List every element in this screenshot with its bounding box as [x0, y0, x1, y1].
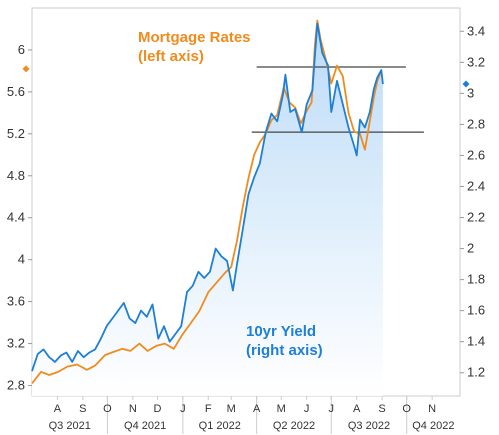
annotations: Mortgage Rates (left axis) 10yr Yield (righ…: [138, 29, 323, 359]
right-tick-label: 3.4: [467, 23, 485, 38]
month-label: F: [205, 403, 212, 415]
month-label: S: [79, 403, 86, 415]
month-label: O: [402, 403, 411, 415]
month-label: A: [353, 403, 361, 415]
tick-labels: 6 5.6 5.2 4.8 4.4 4 3.6 3.2 2.8 3.4 3.2 3 2.8 2.6 2.4 2…: [7, 23, 485, 432]
yield-area: [32, 23, 383, 396]
quarter-label: Q2 2022: [273, 420, 315, 432]
quarter-label: Q1 2022: [199, 420, 241, 432]
left-tick-label: 5.2: [7, 126, 25, 141]
mortgage-line: [31, 19, 383, 384]
left-tick-label: 4: [18, 252, 25, 267]
left-tick-label: 5.6: [7, 84, 25, 99]
month-label: J: [329, 403, 335, 415]
latest-markers: [22, 65, 470, 88]
right-tick-label: 2.2: [467, 210, 485, 225]
mortgage-annotation: (left axis): [138, 48, 204, 65]
month-label: M: [227, 403, 236, 415]
month-label: S: [378, 403, 385, 415]
right-tick-label: 1.8: [467, 272, 485, 287]
left-tick-label: 4.4: [7, 210, 25, 225]
month-label: N: [428, 403, 436, 415]
mortgage-latest-marker: [22, 65, 30, 73]
mortgage-annotation: Mortgage Rates: [138, 29, 251, 46]
yield-area-fill: [32, 23, 383, 396]
quarter-label: Q3 2021: [49, 420, 91, 432]
right-tick-label: 1.2: [467, 365, 485, 380]
right-tick-label: 2: [467, 241, 474, 256]
quarter-label: Q4 2022: [412, 420, 454, 432]
quarter-label: Q4 2021: [124, 420, 166, 432]
yield-line: [31, 22, 384, 372]
month-label: O: [103, 403, 112, 415]
month-label: A: [54, 403, 62, 415]
yield-annotation: (right axis): [246, 342, 323, 359]
right-tick-label: 3: [467, 85, 474, 100]
month-label: N: [129, 403, 137, 415]
left-tick-label: 3.6: [7, 294, 25, 309]
right-tick-label: 1.6: [467, 303, 485, 318]
yield-annotation: 10yr Yield: [246, 323, 316, 340]
right-tick-label: 2.8: [467, 116, 485, 131]
left-tick-label: 6: [18, 42, 25, 57]
yield-latest-marker: [462, 80, 470, 88]
right-tick-label: 3.2: [467, 54, 485, 69]
right-tick-label: 1.4: [467, 334, 485, 349]
left-tick-label: 4.8: [7, 168, 25, 183]
right-tick-label: 2.4: [467, 178, 485, 193]
month-label: M: [277, 403, 286, 415]
left-tick-label: 3.2: [7, 336, 25, 351]
month-label: J: [180, 403, 186, 415]
left-tick-label: 2.8: [7, 378, 25, 393]
month-label: J: [304, 403, 310, 415]
month-label: D: [153, 403, 161, 415]
month-label: A: [253, 403, 261, 415]
level-lines: [251, 66, 424, 133]
quarter-label: Q3 2022: [348, 420, 390, 432]
series-lines: [31, 19, 384, 384]
right-tick-label: 2.6: [467, 147, 485, 162]
